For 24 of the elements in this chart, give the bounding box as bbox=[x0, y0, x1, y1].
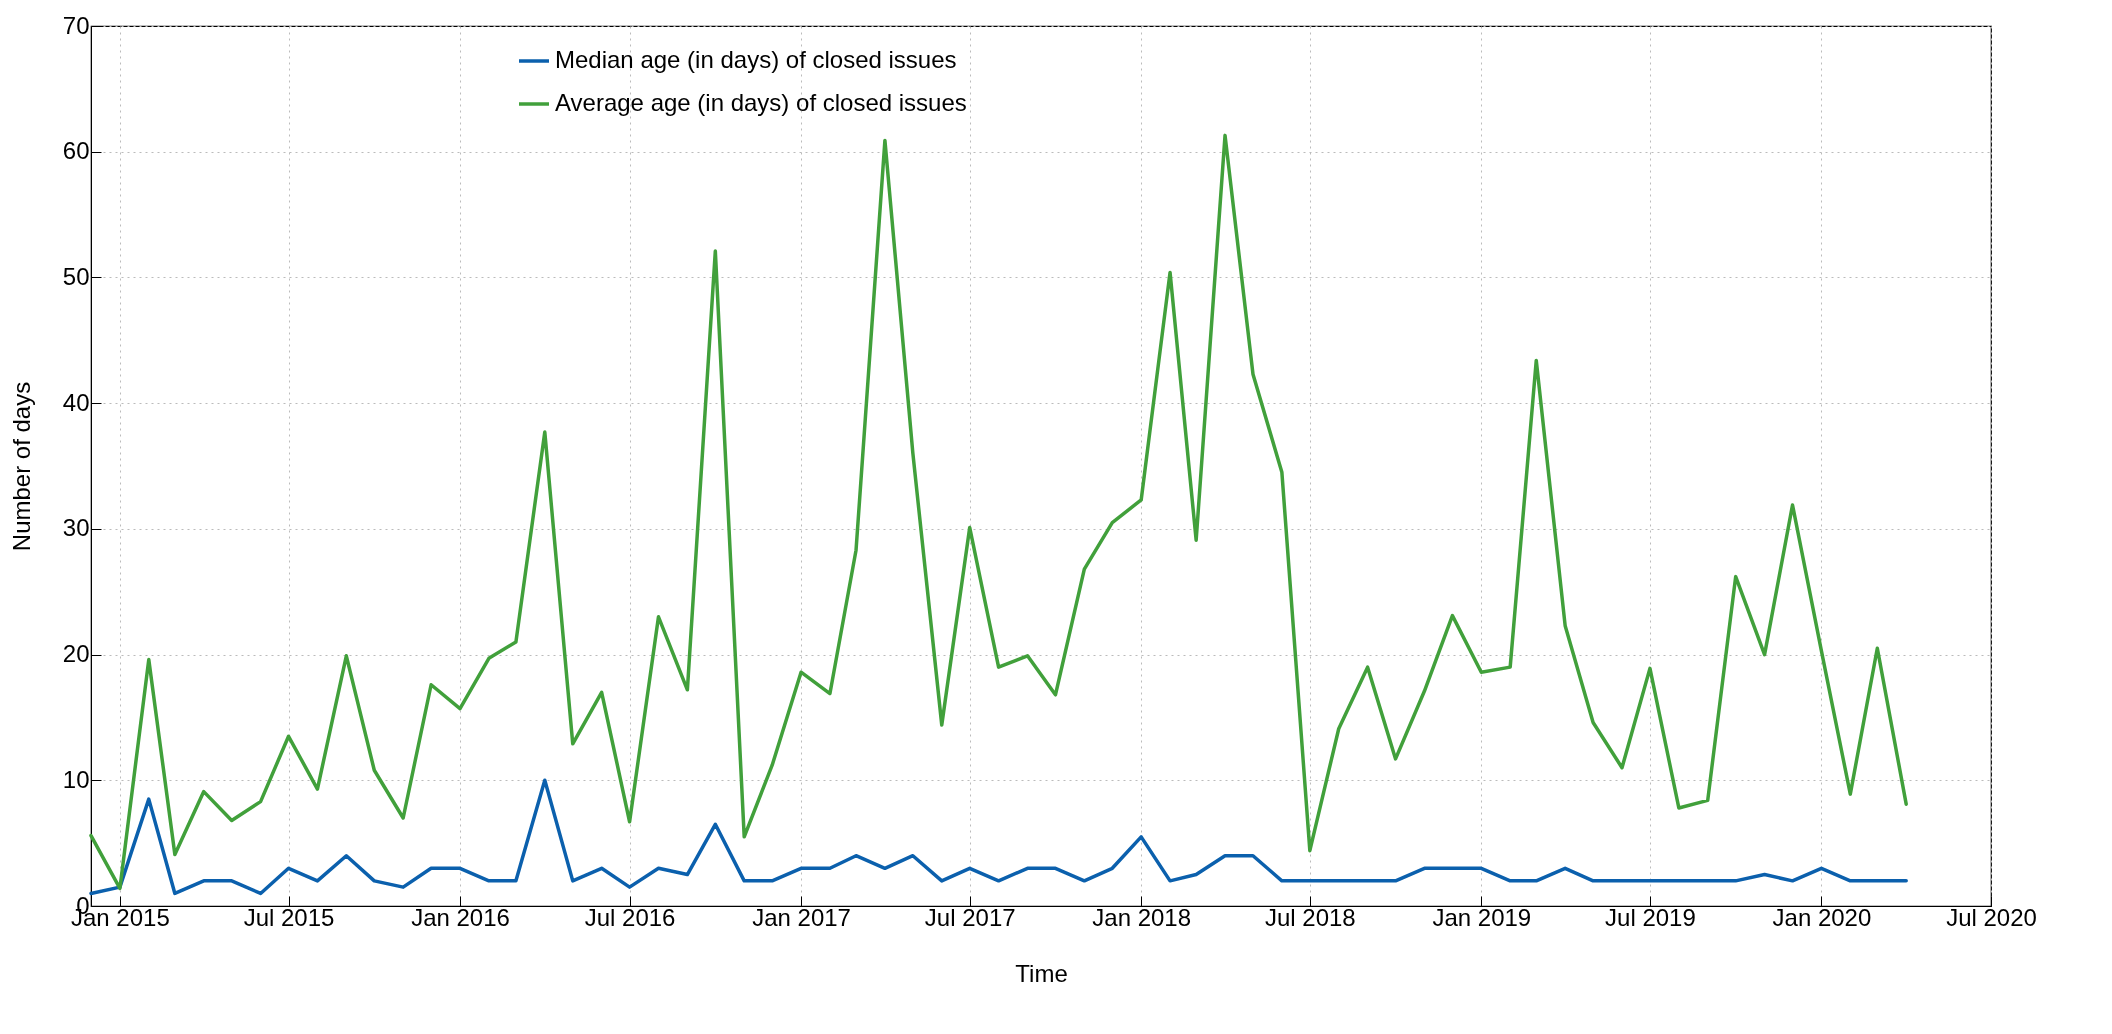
x-tick-label: Jan 2020 bbox=[1772, 903, 1872, 931]
y-tick-label: 10 bbox=[62, 765, 90, 793]
x-tick-label: Jul 2020 bbox=[1946, 903, 2037, 931]
y-tick-label: 20 bbox=[62, 640, 90, 668]
y-axis-title: Number of days bbox=[7, 381, 35, 552]
x-tick-label: Jan 2016 bbox=[411, 903, 510, 931]
legend-label: Average age (in days) of closed issues bbox=[555, 89, 967, 116]
line-series bbox=[89, 778, 1908, 896]
x-axis-title: Time bbox=[1015, 959, 1068, 987]
x-tick-label: Jul 2015 bbox=[243, 903, 335, 931]
y-tick-label: 60 bbox=[62, 137, 90, 165]
x-tick-label: Jul 2016 bbox=[584, 903, 676, 931]
y-tick-label: 30 bbox=[62, 514, 90, 542]
legend-label: Median age (in days) of closed issues bbox=[555, 46, 957, 73]
x-tick-label: Jan 2017 bbox=[752, 903, 851, 931]
y-tick-label: 50 bbox=[62, 262, 90, 290]
y-tick-label: 40 bbox=[62, 388, 90, 416]
x-tick-label: Jan 2018 bbox=[1092, 903, 1192, 931]
line-series bbox=[89, 133, 1908, 891]
x-tick-label: Jan 2019 bbox=[1432, 903, 1532, 931]
x-tick-label: Jul 2018 bbox=[1264, 903, 1356, 931]
x-tick-label: Jul 2017 bbox=[924, 903, 1016, 931]
x-tick-label: Jul 2019 bbox=[1605, 903, 1696, 931]
y-tick-label: 70 bbox=[62, 11, 90, 39]
